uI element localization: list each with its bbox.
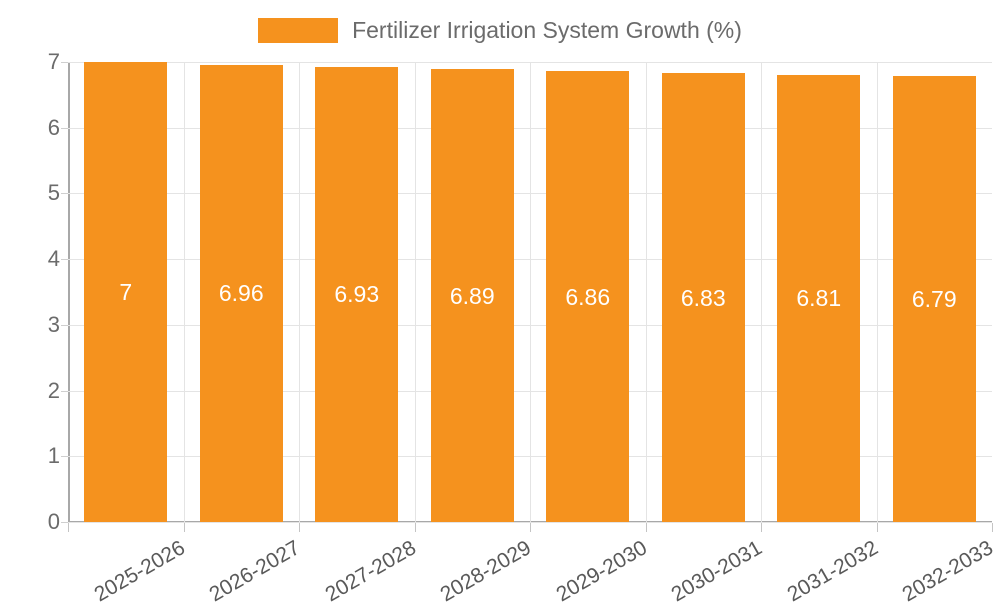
bar[interactable] — [661, 73, 745, 522]
x-axis-tick-label: 2032-2033 — [898, 536, 998, 606]
y-axis-tick-label: 3 — [47, 311, 60, 337]
x-axis-tick-label: 2025-2026 — [90, 536, 189, 606]
y-axis-tick-mark — [61, 390, 68, 392]
x-axis-tick-mark — [184, 523, 185, 532]
plot-area: 7 6.96 6.93 6.89 6.86 6.83 6.81 6.79 — [68, 62, 992, 523]
bar-value-label: 7 — [119, 279, 133, 305]
x-axis-tick-label: 2026-2027 — [205, 536, 305, 606]
bars-layer: 7 6.96 6.93 6.89 6.86 6.83 6.81 6.79 — [68, 62, 992, 522]
bar-value-label: 6.96 — [218, 280, 264, 307]
bar[interactable] — [199, 64, 283, 522]
y-axis-tick-label: 4 — [47, 246, 60, 272]
y-axis-tick-label: 6 — [47, 114, 60, 140]
y-axis-tick-mark — [61, 456, 68, 458]
legend-color-swatch-icon — [258, 17, 339, 43]
x-axis-tick-mark — [877, 523, 878, 532]
y-axis-tick-label: 2 — [47, 377, 60, 403]
y-axis-tick-mark — [61, 324, 68, 326]
x-axis-tick-mark — [415, 523, 416, 532]
x-axis-tick-label: 2028-2029 — [436, 536, 536, 606]
bar-value-label: 6.81 — [796, 285, 842, 312]
bar-value-label: 6.79 — [911, 285, 957, 312]
legend-item-series-0[interactable]: Fertilizer Irrigation System Growth (%) — [258, 16, 742, 43]
x-axis-tick-mark — [761, 523, 762, 532]
y-axis-tick-labels: 0 1 2 3 4 5 6 7 — [0, 0, 68, 600]
y-axis-tick-mark — [61, 522, 68, 523]
bar[interactable] — [430, 69, 514, 522]
bar[interactable] — [892, 75, 976, 522]
x-axis-tick-label: 2031-2032 — [783, 536, 882, 606]
x-axis-tick-label: 2027-2028 — [321, 536, 420, 606]
bar-value-label: 6.83 — [680, 284, 726, 311]
y-axis-tick-mark — [61, 259, 68, 261]
y-axis-tick-mark — [61, 193, 68, 195]
x-axis-tick-label: 2030-2031 — [667, 536, 767, 606]
x-axis-tick-mark — [68, 523, 69, 532]
y-axis-tick-label: 0 — [47, 509, 60, 534]
bar-value-label: 6.86 — [565, 283, 611, 310]
y-axis-tick-mark — [61, 127, 68, 129]
bar[interactable] — [777, 74, 861, 522]
legend-label: Fertilizer Irrigation System Growth (%) — [352, 16, 742, 43]
x-axis-tick-mark — [299, 523, 300, 532]
y-axis-line — [68, 62, 70, 523]
x-axis-tick-mark — [646, 523, 647, 532]
y-axis-tick-label: 7 — [47, 49, 60, 74]
bar-value-label: 6.93 — [334, 281, 380, 308]
x-axis-tick-labels: 2025-2026 2026-2027 2027-2028 2028-2029 2029… — [0, 523, 1000, 606]
x-axis-tick-mark — [530, 523, 531, 532]
y-axis-tick-label: 1 — [47, 443, 60, 469]
chart-legend: Fertilizer Irrigation System Growth (%) — [0, 12, 1000, 48]
bar-value-label: 6.89 — [449, 282, 495, 309]
bar[interactable] — [315, 66, 399, 522]
x-axis-tick-label: 2029-2030 — [552, 536, 651, 606]
y-axis-tick-mark — [61, 62, 68, 63]
bar[interactable] — [546, 71, 630, 522]
bar[interactable] — [84, 62, 168, 522]
y-axis-tick-label: 5 — [47, 180, 60, 206]
x-axis-tick-mark — [992, 523, 993, 532]
